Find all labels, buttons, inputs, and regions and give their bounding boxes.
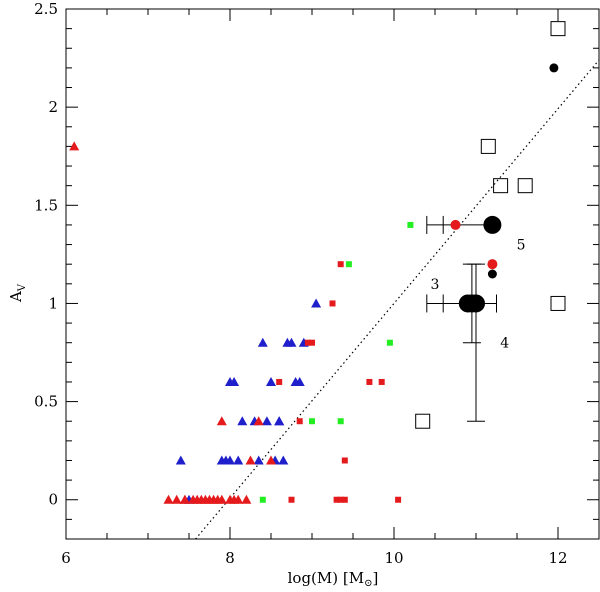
x-axis-label: log(M) [M⊙] [288, 569, 379, 589]
triangle-marker [175, 455, 186, 465]
square-marker [395, 496, 402, 503]
triangle-marker [69, 141, 80, 151]
y-tick-label: 1.5 [34, 196, 58, 214]
annotation-label: 3 [431, 277, 440, 293]
triangle-marker [237, 416, 248, 426]
triangle-marker [261, 416, 272, 426]
square-marker [337, 418, 344, 425]
x-tick-label: 12 [548, 549, 567, 567]
y-tick-label: 2 [48, 98, 58, 116]
triangle-marker [274, 416, 285, 426]
square-marker [304, 339, 311, 346]
triangle-marker [286, 337, 297, 347]
triangle-marker [290, 376, 301, 386]
fit-line-group [195, 59, 600, 540]
triangle-marker [253, 455, 264, 465]
open-square-marker [550, 21, 566, 37]
circle-marker [487, 259, 498, 270]
square-marker [378, 378, 385, 385]
axis-ticks: 6 8 10 12 0 0.5 1 1.5 2 2.5 [34, 0, 600, 567]
y-tick-label: 2.5 [34, 0, 58, 18]
data-points [69, 21, 566, 504]
fit-line [195, 59, 600, 540]
y-axis-label: AV [7, 283, 28, 303]
x-tick-label: 10 [384, 549, 403, 567]
triangle-marker [245, 455, 256, 465]
y-tick-label: 0.5 [34, 393, 58, 411]
square-marker [296, 418, 303, 425]
triangle-marker [229, 494, 240, 504]
square-marker [288, 496, 295, 503]
circle-marker [549, 63, 559, 73]
plot-border [65, 8, 600, 540]
triangle-marker [241, 494, 252, 504]
square-marker [345, 261, 352, 268]
triangle-marker [233, 455, 244, 465]
square-marker [386, 339, 393, 346]
circle-marker [462, 294, 481, 313]
plot-frame [65, 8, 600, 540]
open-square-marker [517, 178, 533, 194]
y-tick-label: 0 [48, 491, 58, 509]
triangle-marker [163, 494, 174, 504]
square-marker [309, 418, 315, 425]
triangle-marker [204, 494, 215, 504]
square-marker [259, 496, 266, 503]
triangle-marker [171, 494, 182, 504]
open-square-marker [550, 295, 566, 311]
square-marker [309, 339, 315, 346]
triangle-marker [212, 494, 223, 504]
x-tick-label: 8 [225, 549, 235, 567]
error-bars [426, 215, 497, 422]
annotation-label: 4 [500, 336, 509, 352]
square-marker [341, 457, 348, 464]
square-marker [329, 300, 336, 307]
open-square-marker [415, 413, 431, 429]
square-marker [407, 221, 414, 228]
open-square-marker [493, 178, 509, 194]
triangle-marker [225, 455, 235, 465]
square-marker [366, 378, 373, 385]
square-marker [276, 378, 283, 385]
triangle-marker [196, 494, 207, 504]
triangle-marker [266, 376, 276, 386]
circle-marker [487, 269, 497, 279]
y-tick-label: 1 [48, 294, 58, 312]
triangle-marker [257, 337, 268, 347]
annotation-label: 5 [517, 238, 526, 254]
square-marker [337, 496, 344, 503]
square-marker [333, 496, 340, 503]
open-square-marker [480, 138, 496, 154]
triangle-marker [229, 376, 240, 386]
annotations: 5 3 4 [431, 238, 526, 352]
circle-marker [483, 215, 502, 234]
triangle-marker [253, 416, 264, 426]
triangle-marker [278, 455, 289, 465]
circle-marker [450, 219, 461, 230]
x-tick-label: 6 [61, 549, 71, 567]
square-marker [341, 496, 348, 503]
triangle-marker [266, 455, 276, 465]
triangle-marker [179, 494, 190, 504]
triangle-marker [216, 416, 227, 426]
triangle-marker [311, 298, 322, 308]
square-marker [337, 261, 344, 268]
